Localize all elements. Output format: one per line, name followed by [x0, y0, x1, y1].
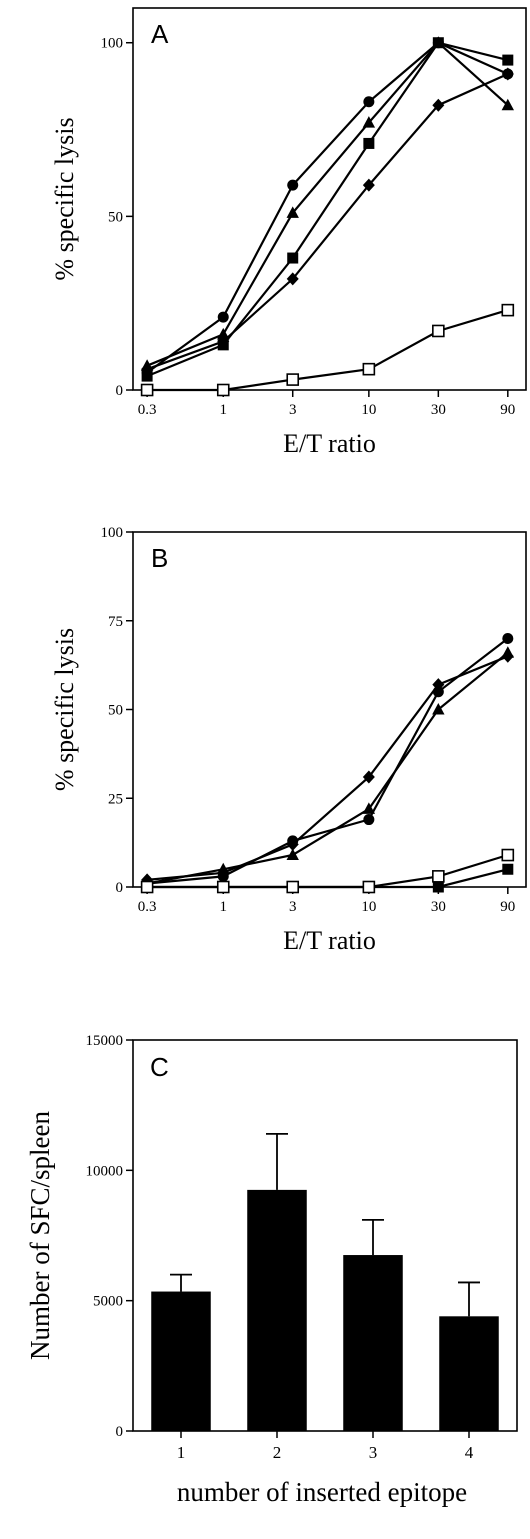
data-point-s2 — [286, 206, 299, 218]
y-tick-label: 50 — [108, 703, 123, 719]
x-tick-label: 3 — [289, 402, 297, 418]
bar — [343, 1255, 403, 1431]
panel-b-chart: 0 25 50 75 100 0.3 1 3 10 30 90 E/T ratio % specific… — [50, 525, 527, 955]
data-point-s5 — [286, 880, 300, 894]
y-tick-label: 5000 — [93, 1294, 123, 1310]
plot-frame — [132, 7, 527, 391]
series-line-1 — [146, 41, 509, 374]
bar — [151, 1291, 211, 1431]
data-point-s3 — [432, 678, 445, 692]
series-line-3 — [146, 41, 509, 378]
data-point-s3 — [217, 866, 230, 880]
y-tick-label: 10000 — [86, 1163, 124, 1179]
data-point-s5 — [432, 324, 445, 338]
data-point-s3 — [363, 137, 375, 149]
x-axis-label: E/T ratio — [283, 429, 376, 458]
panel-letter: B — [151, 543, 168, 573]
data-point-s2 — [217, 327, 230, 340]
x-tick-label: 0.3 — [138, 402, 157, 418]
x-tick-label: 30 — [431, 899, 446, 915]
data-point-s4 — [502, 863, 514, 875]
bar — [439, 1316, 499, 1431]
series-line-2 — [146, 651, 509, 885]
data-point-s2 — [362, 802, 376, 814]
data-point-s4 — [141, 362, 154, 376]
data-point-s4 — [432, 98, 445, 112]
data-point-s4 — [362, 178, 375, 192]
data-point-s1 — [363, 96, 375, 108]
y-tick-label: 0 — [116, 880, 124, 896]
data-point-s5 — [286, 373, 300, 386]
data-point-s5 — [432, 870, 445, 883]
series-line-1 — [146, 637, 509, 885]
data-point-s1 — [432, 686, 444, 698]
data-point-s3 — [432, 37, 444, 49]
x-tick-label: 10 — [361, 899, 376, 915]
data-point-s3 — [286, 837, 299, 851]
data-point-s2 — [286, 848, 299, 861]
x-tick-label: 90 — [500, 899, 515, 915]
data-point-s5 — [216, 383, 230, 397]
data-point-s1 — [363, 814, 375, 826]
data-point-s3 — [287, 252, 299, 264]
panel-letter: C — [150, 1052, 169, 1082]
series-line-2 — [146, 41, 509, 367]
x-axis-label: number of inserted epitope — [177, 1477, 467, 1507]
x-tick-label: 90 — [500, 402, 515, 418]
data-point-s4 — [501, 67, 514, 81]
series-line-3 — [146, 655, 509, 881]
data-point-s3 — [141, 370, 153, 382]
data-point-s5 — [501, 848, 515, 862]
data-point-s2 — [501, 98, 515, 111]
series-line-4 — [146, 72, 509, 371]
x-tick-label: 2 — [273, 1443, 282, 1462]
data-point-s5 — [140, 880, 154, 894]
data-point-s4 — [217, 334, 230, 348]
series-line-5 — [147, 309, 509, 392]
x-tick-label: 3 — [369, 1443, 378, 1462]
y-axis-label: Number of SFC/spleen — [25, 1111, 55, 1360]
data-point-s2 — [432, 703, 445, 715]
panel-letter: A — [151, 19, 169, 49]
x-tick-label: 3 — [289, 899, 297, 915]
data-point-s5 — [216, 880, 230, 894]
y-tick-label: 50 — [108, 209, 123, 225]
data-point-s1 — [287, 179, 299, 191]
y-axis-label: % specific lysis — [50, 117, 79, 280]
data-point-s1 — [502, 633, 514, 644]
bar — [247, 1189, 307, 1431]
data-point-s5 — [362, 362, 376, 376]
data-point-s4 — [432, 881, 444, 893]
x-tick-label: 10 — [361, 402, 376, 418]
x-tick-label: 1 — [219, 899, 227, 915]
x-axis-label: E/T ratio — [283, 926, 376, 955]
x-tick-label: 30 — [431, 402, 446, 418]
data-point-s5 — [140, 383, 154, 397]
data-point-s5 — [362, 880, 376, 894]
panel-a-chart: 0 50 100 0.3 1 3 10 30 90 E/T ratio % specific lys… — [50, 7, 527, 458]
data-point-s2 — [362, 116, 376, 128]
data-point-s3 — [502, 54, 514, 66]
y-tick-label: 0 — [116, 383, 124, 399]
y-tick-label: 25 — [108, 791, 123, 807]
y-tick-label: 15000 — [86, 1033, 124, 1049]
data-point-s1 — [217, 311, 229, 323]
data-point-s3 — [362, 770, 375, 784]
y-tick-label: 75 — [108, 614, 123, 630]
y-tick-label: 100 — [101, 36, 124, 52]
y-axis-label: % specific lysis — [50, 628, 79, 791]
series-line-5 — [147, 853, 509, 889]
data-point-s5 — [501, 303, 515, 317]
x-tick-label: 1 — [219, 402, 227, 418]
data-point-s4 — [286, 272, 299, 286]
y-tick-label: 0 — [116, 1424, 124, 1440]
panel-c-chart: 0 5000 10000 15000 1 2 3 4 number of inserted ep… — [25, 1033, 518, 1507]
y-tick-label: 100 — [101, 525, 124, 541]
data-point-s3 — [501, 649, 514, 663]
x-tick-label: 1 — [177, 1443, 186, 1462]
x-tick-label: 4 — [465, 1443, 474, 1462]
x-tick-label: 0.3 — [138, 899, 157, 915]
plot-frame — [132, 1039, 518, 1432]
